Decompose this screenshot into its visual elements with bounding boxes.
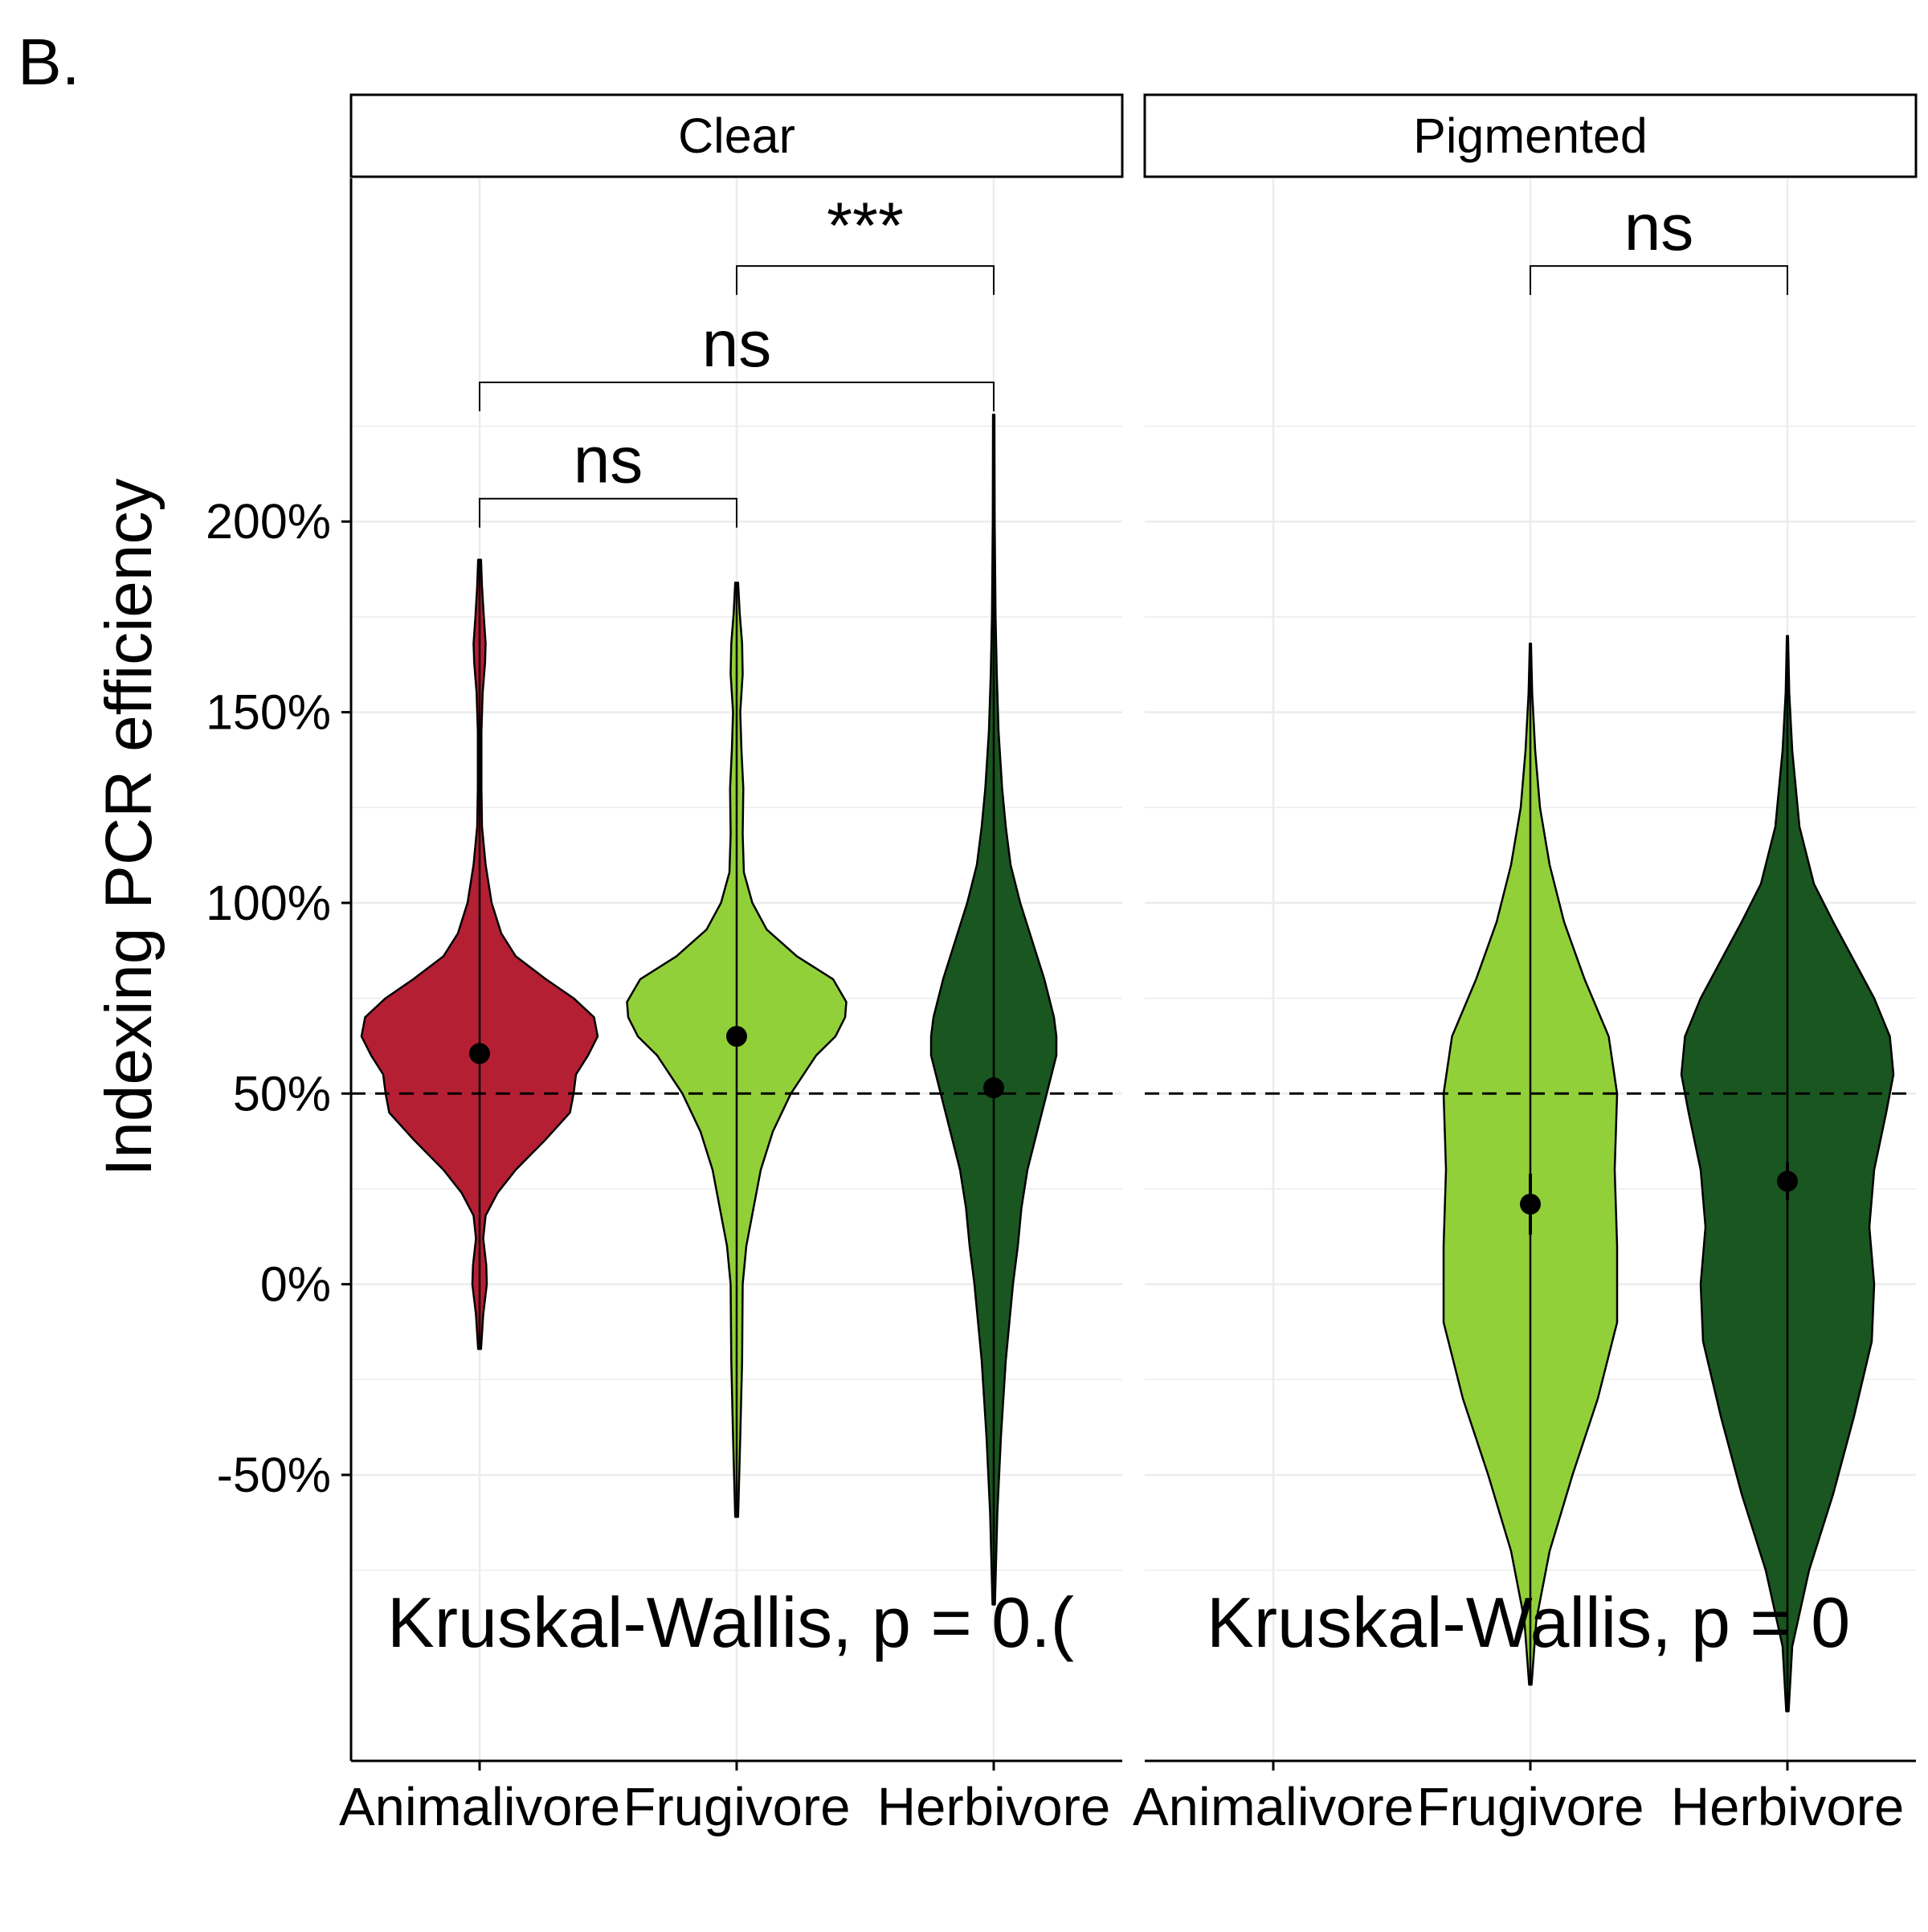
mean-point [1777, 1170, 1798, 1192]
x-tick-label: Herbivore [877, 1777, 1110, 1837]
comparison-bracket [1530, 265, 1788, 296]
y-tick-label: 50% [233, 1066, 331, 1121]
facet-strip [349, 93, 1124, 178]
comparison-bracket [479, 381, 995, 411]
kruskal-wallis-label: Kruskal-Wallis, p = 0.( [387, 1583, 1074, 1662]
y-tick-label: 100% [206, 876, 331, 930]
x-tick-label: Herbivore [1671, 1777, 1904, 1837]
comparison-bracket [479, 497, 737, 528]
x-tick-label: Animalivore [339, 1777, 620, 1837]
y-axis-label: Indexing PCR efficiency [92, 478, 165, 1176]
kruskal-wallis-label: Kruskal-Wallis, p = 0 [1207, 1583, 1850, 1662]
mean-point [983, 1077, 1004, 1099]
x-tick-label: Frugivore [623, 1777, 851, 1837]
comparison-label: ns [702, 308, 772, 381]
comparison-label: ns [574, 424, 643, 497]
facet-strip [1143, 93, 1918, 178]
y-tick-label: 200% [206, 494, 331, 549]
comparison-label: ns [1624, 191, 1694, 264]
comparison-label: *** [827, 190, 904, 263]
facets-layer: -50%0%50%100%150%200%Clearnsns***Animali… [206, 93, 1918, 1837]
facet-strip-label: Clear [678, 108, 795, 163]
facet-strip-label: Pigmented [1413, 108, 1648, 163]
x-tick-label: Frugivore [1417, 1777, 1644, 1837]
mean-point [1520, 1193, 1541, 1215]
mean-point [726, 1026, 747, 1048]
y-tick-label: -50% [217, 1448, 331, 1502]
panel-tag: B. [18, 26, 80, 99]
y-tick-label: 0% [260, 1257, 331, 1312]
x-tick-label: Animalivore [1133, 1777, 1414, 1837]
mean-point [469, 1043, 490, 1064]
facet-panel-pigmented: Pigmented ns Animalivore Frugivore Herbivore… [1133, 93, 1918, 1837]
y-tick-label: 150% [206, 685, 331, 740]
comparison-bracket [736, 265, 995, 296]
